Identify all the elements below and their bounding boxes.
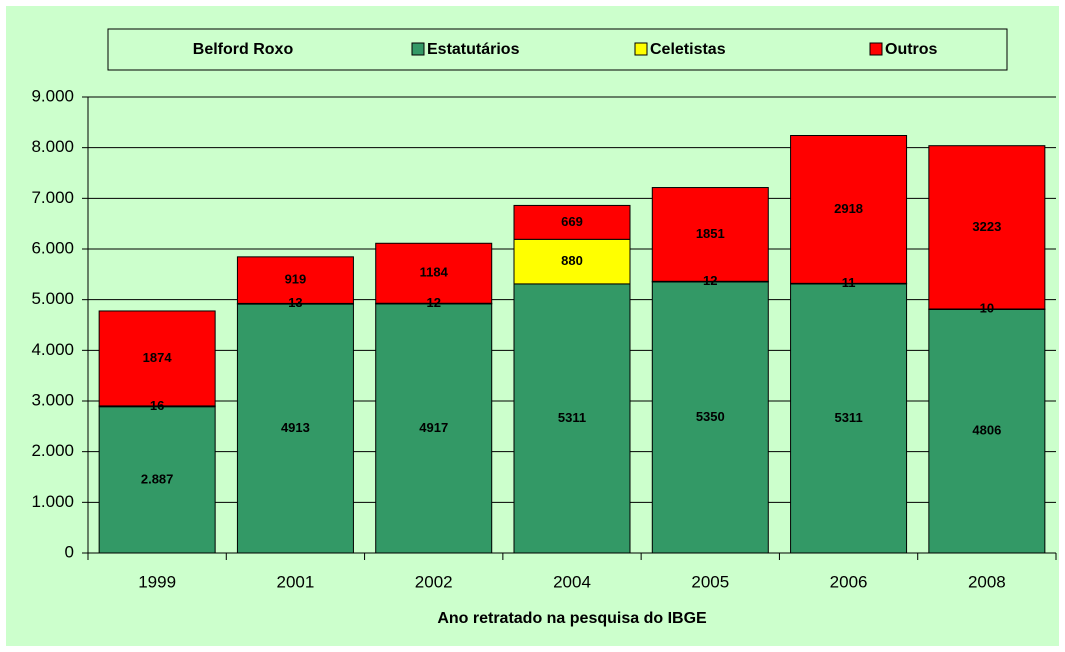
x-tick-label: 2005 [691,572,729,591]
value-label: 4913 [281,420,310,435]
bar-segment [790,283,908,554]
value-label: 880 [561,253,583,268]
value-label: 919 [285,272,307,287]
legend-title: Belford Roxo [193,41,294,58]
bar-segment [98,310,216,407]
value-label: 16 [150,398,164,413]
bar-segment [236,256,354,304]
value-label: 1184 [420,265,449,280]
legend-label: Celetistas [650,41,726,58]
bar-segment [790,135,908,284]
legend-swatch [411,42,425,56]
x-tick-label: 2004 [553,572,591,591]
value-label: 1874 [143,350,173,365]
x-tick-label: 2001 [277,572,315,591]
x-tick-label: 2006 [830,572,868,591]
x-tick-label: 1999 [138,572,176,591]
legend-label: Outros [885,41,938,58]
legend-label: Estatutários [427,41,520,58]
value-label: 5350 [696,409,725,424]
y-tick-label: 2.000 [31,441,74,460]
bar-segment [651,281,769,554]
bar-segment [928,145,1046,310]
y-tick-label: 8.000 [31,137,74,156]
y-tick-label: 3.000 [31,390,74,409]
bar-segment [98,406,216,554]
legend-swatch [634,42,648,56]
value-label: 12 [703,273,717,288]
x-axis-title: Ano retratado na pesquisa do IBGE [437,610,707,627]
value-label: 4806 [972,423,1001,438]
value-label: 669 [561,214,583,229]
bar-segment [651,187,769,282]
value-label: 4917 [419,420,448,435]
bar-segment [236,303,354,554]
value-label: 13 [288,295,302,310]
y-tick-label: 0 [65,542,74,561]
bar-segment [928,308,1046,554]
value-label: 2918 [834,201,863,216]
x-tick-label: 2008 [968,572,1006,591]
legend-box [107,28,1008,71]
value-label: 5311 [834,410,862,425]
y-tick-label: 4.000 [31,340,74,359]
value-label: 11 [842,275,856,290]
value-label: 3223 [972,219,1001,234]
y-tick-label: 1.000 [31,492,74,511]
bar-segment [375,303,493,554]
y-tick-label: 7.000 [31,188,74,207]
y-tick-label: 6.000 [31,238,74,257]
bar-segment [375,242,493,304]
value-label: 5311 [558,410,586,425]
legend-swatch [869,42,883,56]
value-label: 12 [426,295,440,310]
y-tick-label: 9.000 [31,86,74,105]
bar-segment [513,238,631,285]
bar-segment [513,204,631,240]
y-tick-label: 5.000 [31,289,74,308]
x-tick-label: 2002 [415,572,453,591]
value-label: 10 [980,301,994,316]
value-label: 1851 [696,226,725,241]
value-label: 2.887 [141,471,174,486]
